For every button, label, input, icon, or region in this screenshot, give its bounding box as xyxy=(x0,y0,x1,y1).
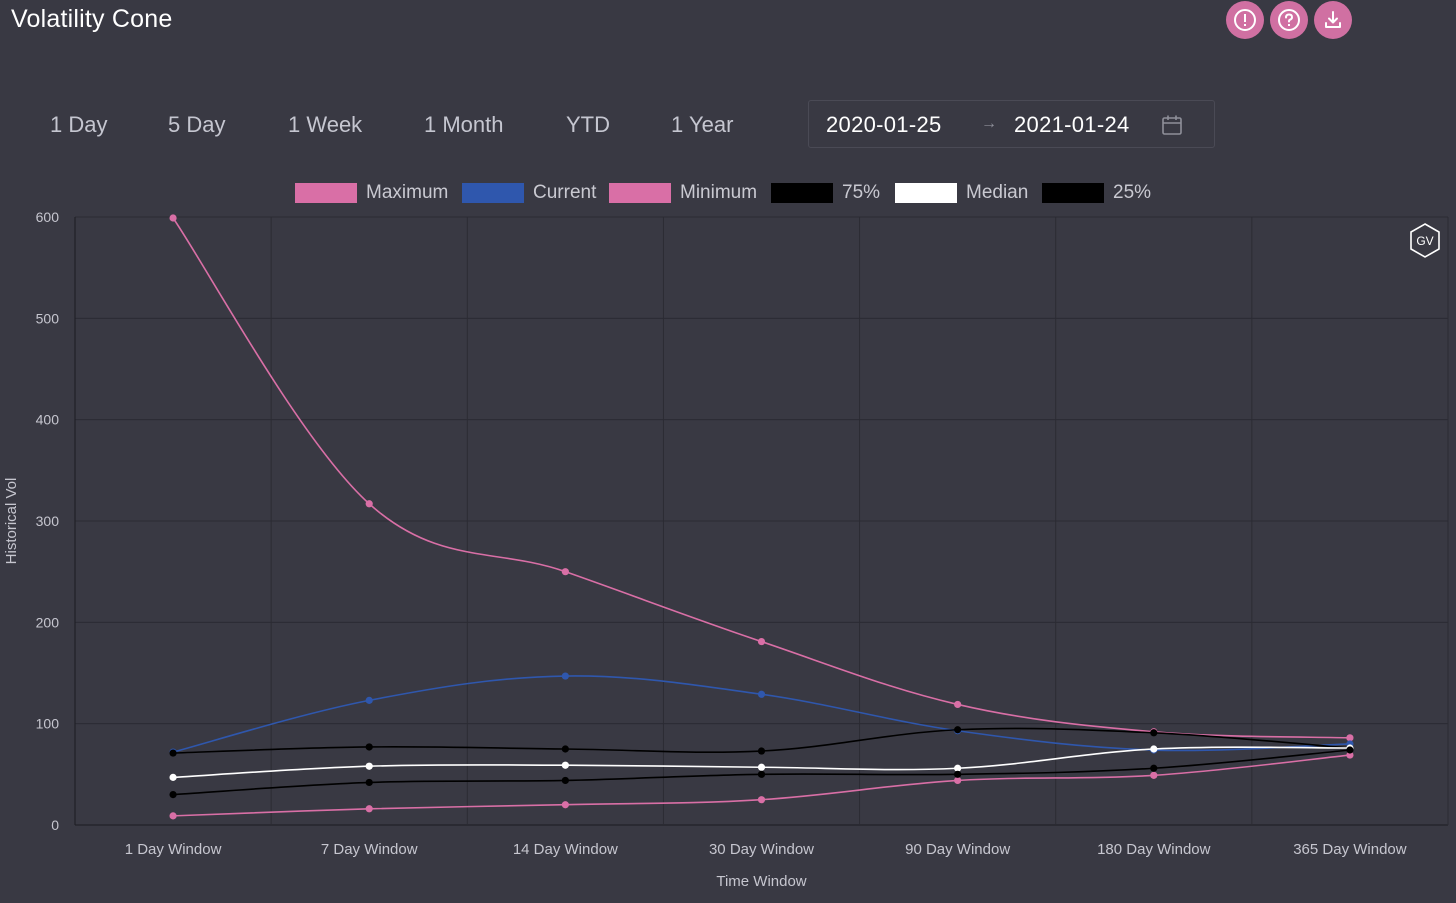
legend-item-25[interactable]: 25% xyxy=(1042,182,1151,204)
series-point-minimum xyxy=(561,801,569,809)
legend-swatch xyxy=(295,183,357,203)
x-tick-label: 14 Day Window xyxy=(513,841,618,858)
series-point-median xyxy=(365,762,373,770)
series-point-median xyxy=(757,763,766,771)
series-point-25pct xyxy=(169,791,177,799)
series-point-maximum xyxy=(954,700,962,709)
y-axis-title: Historical Vol xyxy=(3,478,20,565)
series-point-maximum xyxy=(1346,734,1354,742)
series-point-minimum xyxy=(169,812,177,820)
tab-1-year[interactable]: 1 Year xyxy=(671,112,734,137)
legend-item-median[interactable]: Median xyxy=(895,182,1028,204)
series-point-maximum xyxy=(561,568,569,576)
series-point-current xyxy=(365,696,373,704)
calendar-icon[interactable] xyxy=(1161,114,1183,136)
date-range-picker[interactable]: 2020-01-25 → 2021-01-24 xyxy=(808,100,1215,148)
x-tick-label: 365 Day Window xyxy=(1293,841,1407,858)
legend-swatch xyxy=(462,183,524,203)
page-title: Volatility Cone xyxy=(11,5,173,33)
series-line-current xyxy=(172,675,1350,753)
start-date[interactable]: 2020-01-25 xyxy=(826,112,942,137)
series-point-25pct xyxy=(954,770,962,778)
x-axis-title: Time Window xyxy=(716,873,806,890)
legend-label: 25% xyxy=(1113,182,1152,203)
legend-item-75[interactable]: 75% xyxy=(771,182,880,204)
alert-icon xyxy=(1234,9,1256,31)
series-point-minimum xyxy=(757,796,766,804)
series-point-minimum xyxy=(1150,771,1158,779)
legend-label: 75% xyxy=(842,182,881,203)
tab-1-month[interactable]: 1 Month xyxy=(424,112,504,137)
series-point-75pct xyxy=(365,743,373,751)
y-tick-label: 200 xyxy=(36,614,60,630)
date-separator-icon: → xyxy=(981,115,997,132)
series-point-median xyxy=(954,764,962,772)
y-tick-label: 400 xyxy=(36,412,60,428)
series-point-median xyxy=(561,761,569,769)
series-point-75pct xyxy=(169,749,177,757)
tab-1-week[interactable]: 1 Week xyxy=(288,112,363,137)
series-point-75pct xyxy=(757,747,766,755)
series-point-maximum xyxy=(365,500,373,508)
x-tick-label: 30 Day Window xyxy=(709,841,814,858)
y-tick-label: 500 xyxy=(36,310,60,326)
series-point-75pct xyxy=(561,745,569,753)
y-tick-label: 0 xyxy=(51,817,59,833)
series-point-25pct xyxy=(561,776,569,785)
series-point-75pct xyxy=(1150,729,1158,737)
tab-5-day[interactable]: 5 Day xyxy=(168,112,226,137)
end-date[interactable]: 2021-01-24 xyxy=(1014,112,1130,137)
series-point-current xyxy=(757,690,766,698)
series-point-current xyxy=(561,672,569,680)
legend-item-maximum[interactable]: Maximum xyxy=(295,182,448,204)
series-point-minimum xyxy=(365,805,373,813)
gv-logo: GV xyxy=(1410,223,1440,258)
help-icon xyxy=(1278,9,1300,31)
legend-swatch xyxy=(1042,183,1104,203)
x-tick-label: 180 Day Window xyxy=(1097,841,1211,858)
tab-1-day[interactable]: 1 Day xyxy=(50,112,108,137)
alert-button[interactable] xyxy=(1226,1,1264,39)
gv-logo-text: GV xyxy=(1416,234,1433,248)
series-point-minimum xyxy=(1346,751,1354,759)
y-tick-label: 600 xyxy=(36,209,60,225)
legend-swatch xyxy=(771,183,833,203)
download-icon xyxy=(1325,11,1341,28)
legend-label: Minimum xyxy=(680,182,758,203)
legend-item-current[interactable]: Current xyxy=(462,182,596,204)
help-button[interactable] xyxy=(1270,1,1308,39)
legend-label: Current xyxy=(533,182,597,203)
series-point-minimum xyxy=(954,776,962,785)
legend-item-minimum[interactable]: Minimum xyxy=(609,182,757,204)
legend-label: Median xyxy=(966,182,1029,203)
series-point-median xyxy=(1150,745,1158,753)
series-point-maximum xyxy=(169,214,177,222)
tab-ytd[interactable]: YTD xyxy=(566,112,610,137)
x-tick-label: 90 Day Window xyxy=(905,841,1010,858)
legend-swatch xyxy=(609,183,671,203)
series-line-maximum xyxy=(172,217,1350,739)
download-button[interactable] xyxy=(1314,1,1352,39)
series-point-25pct xyxy=(365,778,373,787)
series-point-25pct xyxy=(1346,746,1354,754)
x-tick-label: 7 Day Window xyxy=(321,841,418,858)
y-tick-label: 300 xyxy=(36,513,60,529)
series-point-25pct xyxy=(1150,764,1158,772)
x-tick-label: 1 Day Window xyxy=(125,841,222,858)
y-tick-label: 100 xyxy=(36,716,60,732)
series-point-25pct xyxy=(757,770,766,778)
series-point-75pct xyxy=(954,726,962,734)
legend-label: Maximum xyxy=(366,182,449,203)
series-point-maximum xyxy=(757,637,766,646)
legend-swatch xyxy=(895,183,957,203)
series-point-median xyxy=(169,773,177,781)
